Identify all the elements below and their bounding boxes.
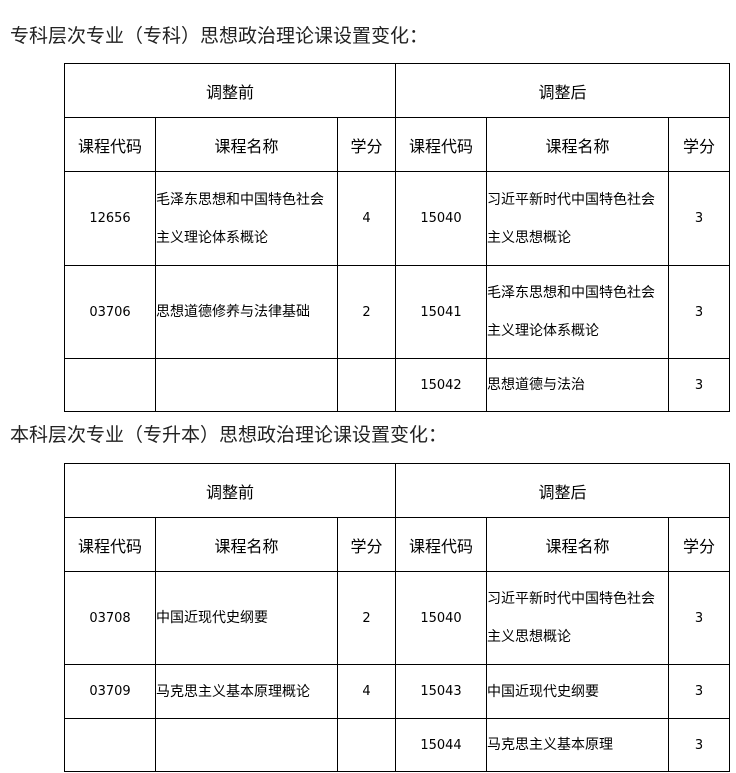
cell-code: 03708 — [64, 571, 156, 665]
col-header-name: 课程名称 — [486, 117, 670, 172]
cell-code: 15044 — [395, 718, 488, 772]
table-row: 03708 中国近现代史纲要 2 15040 习近平新时代中国特色社会主义思想概… — [64, 571, 731, 665]
cell-code: 03709 — [64, 664, 156, 719]
cell-credit — [336, 718, 397, 772]
cell-code: 15043 — [395, 664, 488, 719]
cell-credit: 2 — [336, 571, 397, 665]
section-title-zhuanke: 专科层次专业（专科）思想政治理论课设置变化： — [10, 25, 429, 47]
table-row: 15042 思想道德与法治 3 — [64, 358, 731, 412]
cell-credit: 3 — [668, 718, 731, 772]
cell-credit: 3 — [668, 664, 731, 719]
cell-name: 思想道德与法治 — [486, 358, 670, 412]
col-header-name: 课程名称 — [155, 117, 338, 172]
after-header: 调整后 — [395, 63, 731, 118]
cell-name: 毛泽东思想和中国特色社会主义理论体系概论 — [486, 265, 670, 359]
cell-name: 毛泽东思想和中国特色社会主义理论体系概论 — [155, 171, 338, 266]
section-title-benke: 本科层次专业（专升本）思想政治理论课设置变化： — [10, 424, 448, 446]
cell-credit — [336, 358, 397, 412]
cell-code: 03706 — [64, 265, 156, 359]
col-header-credit: 学分 — [336, 517, 397, 572]
table-row: 03709 马克思主义基本原理概论 4 15043 中国近现代史纲要 3 — [64, 664, 731, 719]
cell-name: 马克思主义基本原理概论 — [155, 664, 338, 719]
cell-credit: 3 — [668, 358, 731, 412]
cell-name: 习近平新时代中国特色社会主义思想概论 — [486, 571, 670, 665]
cell-code — [64, 358, 156, 412]
table-row: 12656 毛泽东思想和中国特色社会主义理论体系概论 4 15040 习近平新时… — [64, 171, 731, 266]
table-row: 15044 马克思主义基本原理 3 — [64, 718, 731, 772]
cell-credit: 3 — [668, 571, 731, 665]
cell-credit: 4 — [336, 171, 397, 266]
cell-code: 12656 — [64, 171, 156, 266]
cell-name: 习近平新时代中国特色社会主义思想概论 — [486, 171, 670, 266]
cell-name — [155, 358, 338, 412]
cell-name: 中国近现代史纲要 — [486, 664, 670, 719]
cell-credit: 3 — [668, 171, 731, 266]
before-header: 调整前 — [63, 63, 397, 118]
group-header-row: 调整前 调整后 — [63, 463, 731, 518]
column-header-row: 课程代码 课程名称 学分 课程代码 课程名称 学分 — [64, 117, 731, 172]
cell-name — [155, 718, 338, 772]
col-header-name: 课程名称 — [486, 517, 670, 572]
course-change-table-zhuanke: 调整前 调整后 课程代码 课程名称 学分 课程代码 课程名称 学分 12656 … — [63, 63, 731, 412]
course-change-table-benke: 调整前 调整后 课程代码 课程名称 学分 课程代码 课程名称 学分 03708 … — [63, 463, 731, 772]
column-header-row: 课程代码 课程名称 学分 课程代码 课程名称 学分 — [64, 517, 731, 572]
col-header-name: 课程名称 — [155, 517, 338, 572]
table-row: 03706 思想道德修养与法律基础 2 15041 毛泽东思想和中国特色社会主义… — [64, 265, 731, 359]
col-header-code: 课程代码 — [64, 517, 156, 572]
cell-name: 中国近现代史纲要 — [155, 571, 338, 665]
cell-credit: 4 — [336, 664, 397, 719]
col-header-credit: 学分 — [336, 117, 397, 172]
cell-code: 15041 — [395, 265, 488, 359]
cell-credit: 2 — [336, 265, 397, 359]
col-header-code: 课程代码 — [395, 117, 488, 172]
after-header: 调整后 — [395, 463, 731, 518]
group-header-row: 调整前 调整后 — [63, 63, 731, 118]
col-header-credit: 学分 — [668, 517, 731, 572]
cell-code: 15040 — [395, 171, 488, 266]
cell-code — [64, 718, 156, 772]
cell-name: 思想道德修养与法律基础 — [155, 265, 338, 359]
before-header: 调整前 — [63, 463, 397, 518]
cell-name: 马克思主义基本原理 — [486, 718, 670, 772]
col-header-code: 课程代码 — [395, 517, 488, 572]
col-header-credit: 学分 — [668, 117, 731, 172]
cell-code: 15042 — [395, 358, 488, 412]
cell-code: 15040 — [395, 571, 488, 665]
cell-credit: 3 — [668, 265, 731, 359]
col-header-code: 课程代码 — [64, 117, 156, 172]
